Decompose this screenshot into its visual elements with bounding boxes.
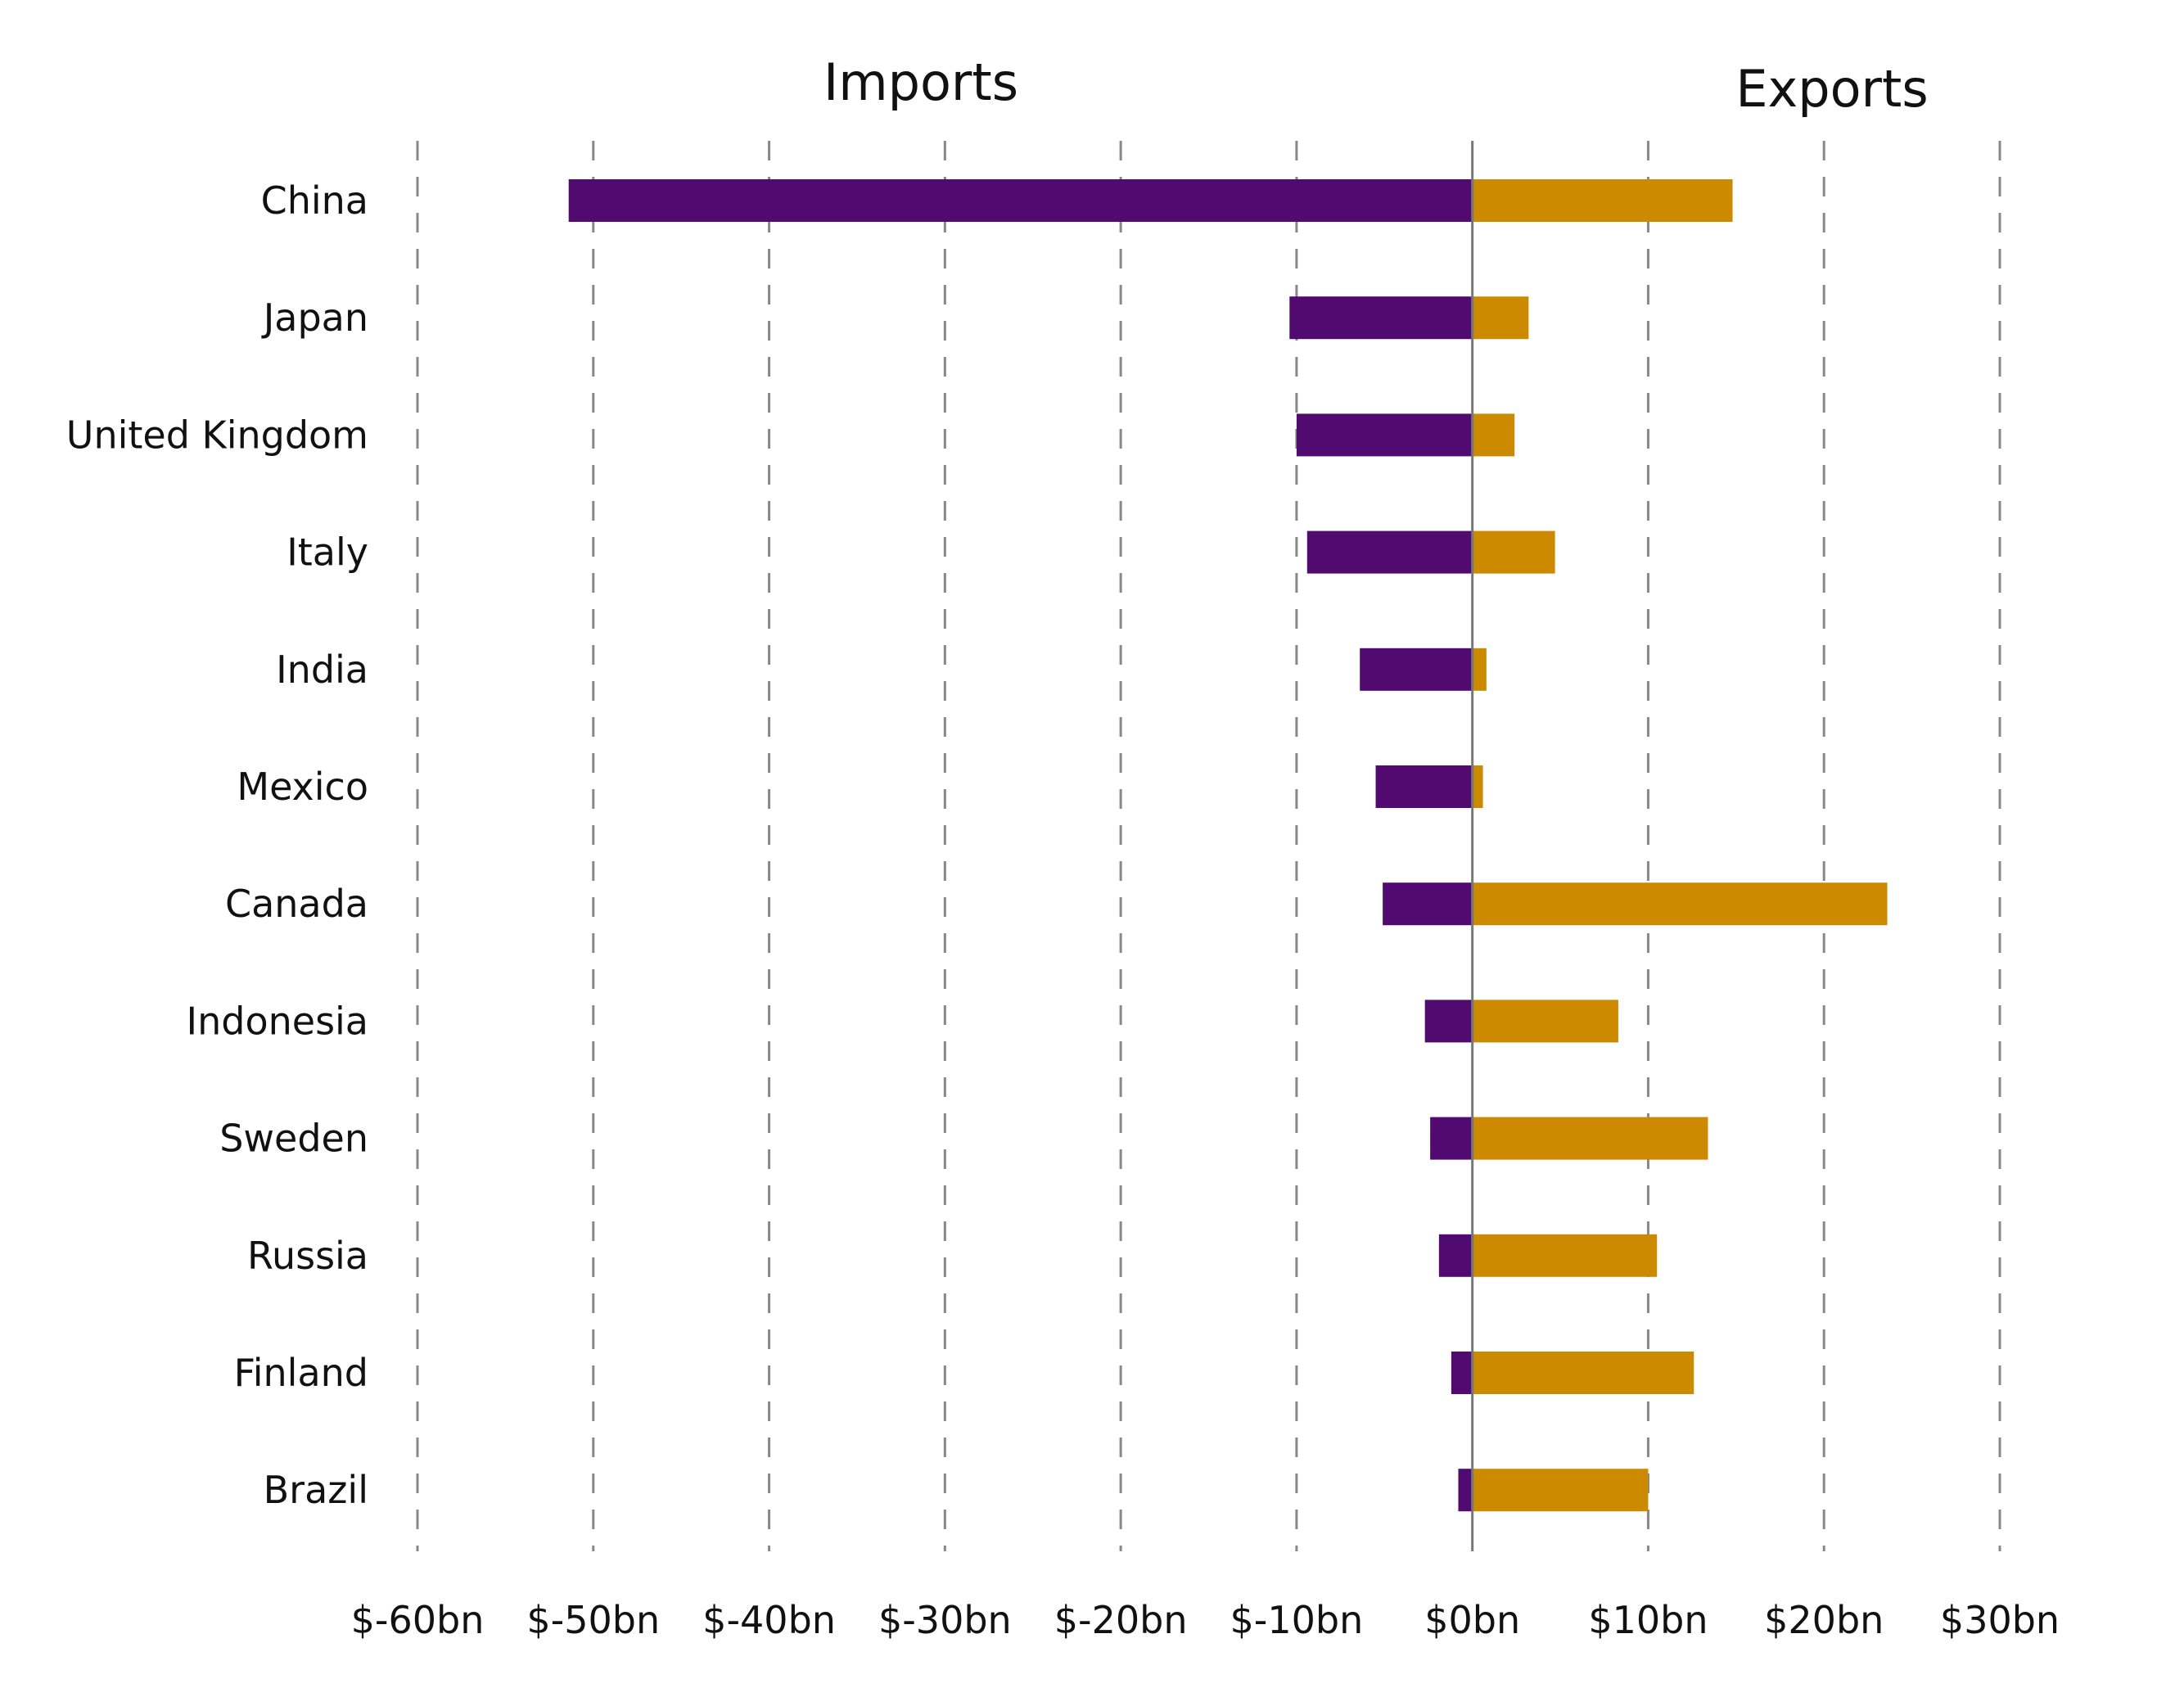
bar-exports-7	[1472, 1000, 1618, 1043]
category-label: United Kingdom	[66, 413, 368, 457]
bar-imports-9	[1438, 1234, 1473, 1277]
exports-header: Exports	[1735, 59, 1928, 119]
bar-exports-3	[1472, 530, 1555, 574]
category-label: Sweden	[219, 1117, 368, 1161]
x-tick-label: $-20bn	[1054, 1598, 1188, 1642]
bar-exports-6	[1472, 882, 1888, 926]
x-tick-label: $-30bn	[878, 1598, 1012, 1642]
bar-exports-4	[1472, 648, 1487, 691]
bar-exports-11	[1472, 1469, 1649, 1512]
bar-imports-0	[568, 179, 1473, 222]
bar-exports-0	[1472, 179, 1733, 222]
x-tick-label: $10bn	[1588, 1598, 1708, 1642]
imports-header: Imports	[824, 52, 1018, 112]
grid-layer	[416, 141, 2001, 1551]
category-label: China	[261, 178, 368, 223]
category-label: Brazil	[264, 1468, 368, 1512]
bar-imports-6	[1383, 882, 1473, 926]
x-tick-label: $-50bn	[526, 1598, 660, 1642]
bar-imports-7	[1424, 1000, 1473, 1043]
bar-imports-8	[1430, 1117, 1473, 1160]
x-tick-label: $30bn	[1940, 1598, 2060, 1642]
bar-imports-4	[1360, 648, 1473, 691]
category-label: India	[276, 648, 368, 692]
bar-exports-1	[1472, 296, 1529, 340]
tick-labels: $-60bn $-50bn $-40bn $-30bn $-20bn $-10bn $0bn…	[351, 1598, 2060, 1642]
category-labels: China Japan United Kingdom Italy India Mexico…	[66, 178, 368, 1512]
category-label: Italy	[287, 530, 368, 575]
bar-imports-1	[1289, 296, 1473, 340]
bar-exports-8	[1472, 1117, 1708, 1160]
bar-exports-10	[1472, 1352, 1694, 1394]
x-tick-label: $-40bn	[702, 1598, 836, 1642]
bar-exports-9	[1472, 1234, 1658, 1277]
category-label: Finland	[234, 1351, 368, 1395]
category-label: Russia	[247, 1234, 368, 1278]
bar-imports-10	[1451, 1352, 1473, 1394]
bar-imports-2	[1296, 413, 1473, 457]
category-label: Indonesia	[187, 999, 368, 1043]
category-label: Japan	[261, 296, 368, 340]
bar-exports-2	[1472, 413, 1515, 457]
x-tick-label: $-60bn	[351, 1598, 485, 1642]
category-label: Mexico	[237, 765, 368, 809]
x-tick-label: $0bn	[1424, 1598, 1520, 1642]
bar-layer	[568, 179, 1888, 1512]
bar-imports-3	[1306, 530, 1473, 574]
category-label: Canada	[225, 882, 368, 926]
x-tick-label: $20bn	[1764, 1598, 1884, 1642]
bar-imports-11	[1458, 1469, 1473, 1512]
x-tick-label: $-10bn	[1230, 1598, 1364, 1642]
bar-imports-5	[1375, 765, 1473, 808]
bar-exports-5	[1472, 765, 1483, 808]
